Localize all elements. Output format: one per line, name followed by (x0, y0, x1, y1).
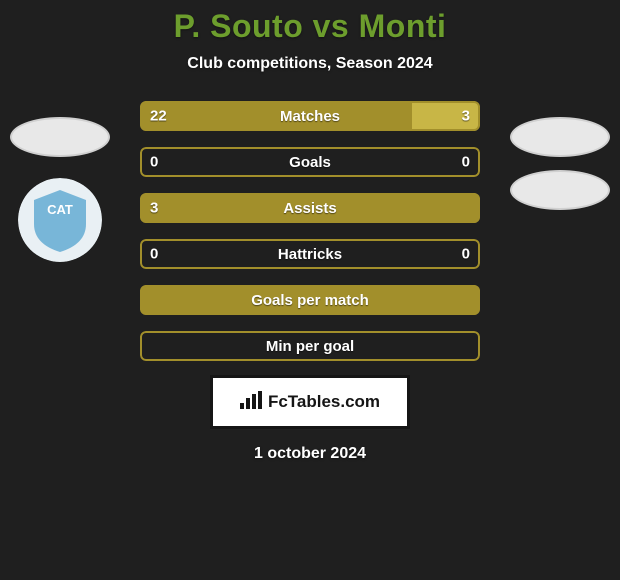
stat-label: Assists (283, 200, 336, 217)
title: P. Souto vs Monti (174, 8, 447, 45)
date: 1 october 2024 (254, 445, 366, 463)
stat-value-left: 0 (150, 246, 158, 263)
stat-row-hattricks: Hattricks 0 0 (140, 239, 480, 269)
content-root: P. Souto vs Monti Club competitions, Sea… (0, 0, 620, 580)
stat-label: Hattricks (278, 246, 342, 263)
stat-bar-left (140, 101, 412, 131)
fctables-text: FcTables.com (268, 392, 380, 412)
club-badge: CAT (18, 178, 102, 262)
subtitle: Club competitions, Season 2024 (187, 55, 432, 73)
fctables-icon (240, 391, 262, 414)
stat-value-left: 0 (150, 154, 158, 171)
stat-row-assists: Assists 3 (140, 193, 480, 223)
stat-label: Min per goal (266, 338, 354, 355)
club-badge-text: CAT (47, 202, 73, 217)
stat-value-right: 3 (462, 108, 470, 125)
stat-label: Matches (280, 108, 340, 125)
stat-label: Goals (289, 154, 331, 171)
player-right-avatar (510, 117, 610, 157)
player-left-avatar (10, 117, 110, 157)
stat-row-goals: Goals 0 0 (140, 147, 480, 177)
player-right-avatar-2 (510, 170, 610, 210)
stat-value-left: 3 (150, 200, 158, 217)
stat-row-matches: Matches 22 3 (140, 101, 480, 131)
stat-value-right: 0 (462, 154, 470, 171)
fctables-badge[interactable]: FcTables.com (210, 375, 410, 429)
stat-value-right: 0 (462, 246, 470, 263)
stat-value-left: 22 (150, 108, 167, 125)
stat-row-goals-per-match: Goals per match (140, 285, 480, 315)
stat-label: Goals per match (251, 292, 369, 309)
stat-row-min-per-goal: Min per goal (140, 331, 480, 361)
